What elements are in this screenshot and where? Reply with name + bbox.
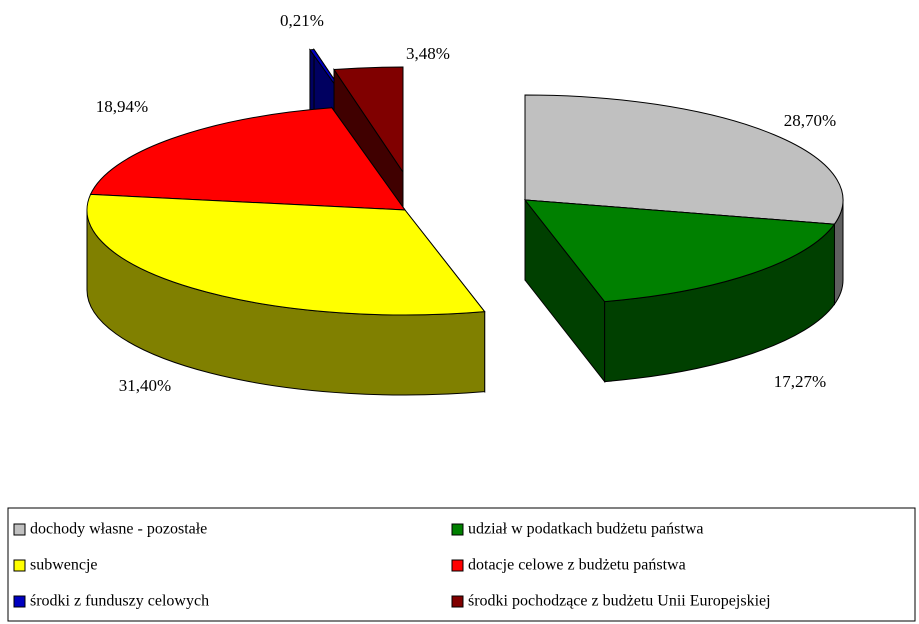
legend-label: udział w podatkach budżetu państwa <box>468 521 703 538</box>
data-label: 0,21% <box>280 11 324 30</box>
slice <box>89 107 407 211</box>
slice <box>523 199 836 303</box>
legend-label: dochody własne - pozostałe <box>30 521 207 538</box>
data-label: 31,40% <box>119 376 171 395</box>
legend-label: środki z funduszy celowych <box>30 593 209 610</box>
legend-swatch <box>13 523 26 536</box>
legend-swatch <box>13 559 26 572</box>
slice <box>333 66 404 174</box>
legend-swatch <box>451 523 464 536</box>
legend-label: dotacje celowe z budżetu państwa <box>468 557 686 574</box>
legend-label: środki pochodzące z budżetu Unii Europej… <box>468 593 771 610</box>
data-label: 18,94% <box>96 97 148 116</box>
legend-swatch <box>451 559 464 572</box>
slice <box>86 193 486 316</box>
data-label: 3,48% <box>406 44 450 63</box>
data-label: 17,27% <box>774 372 826 391</box>
legend-swatch <box>13 595 26 608</box>
legend-label: subwencje <box>30 557 98 574</box>
legend-swatch <box>451 595 464 608</box>
data-label: 28,70% <box>784 111 836 130</box>
slice <box>524 94 844 225</box>
